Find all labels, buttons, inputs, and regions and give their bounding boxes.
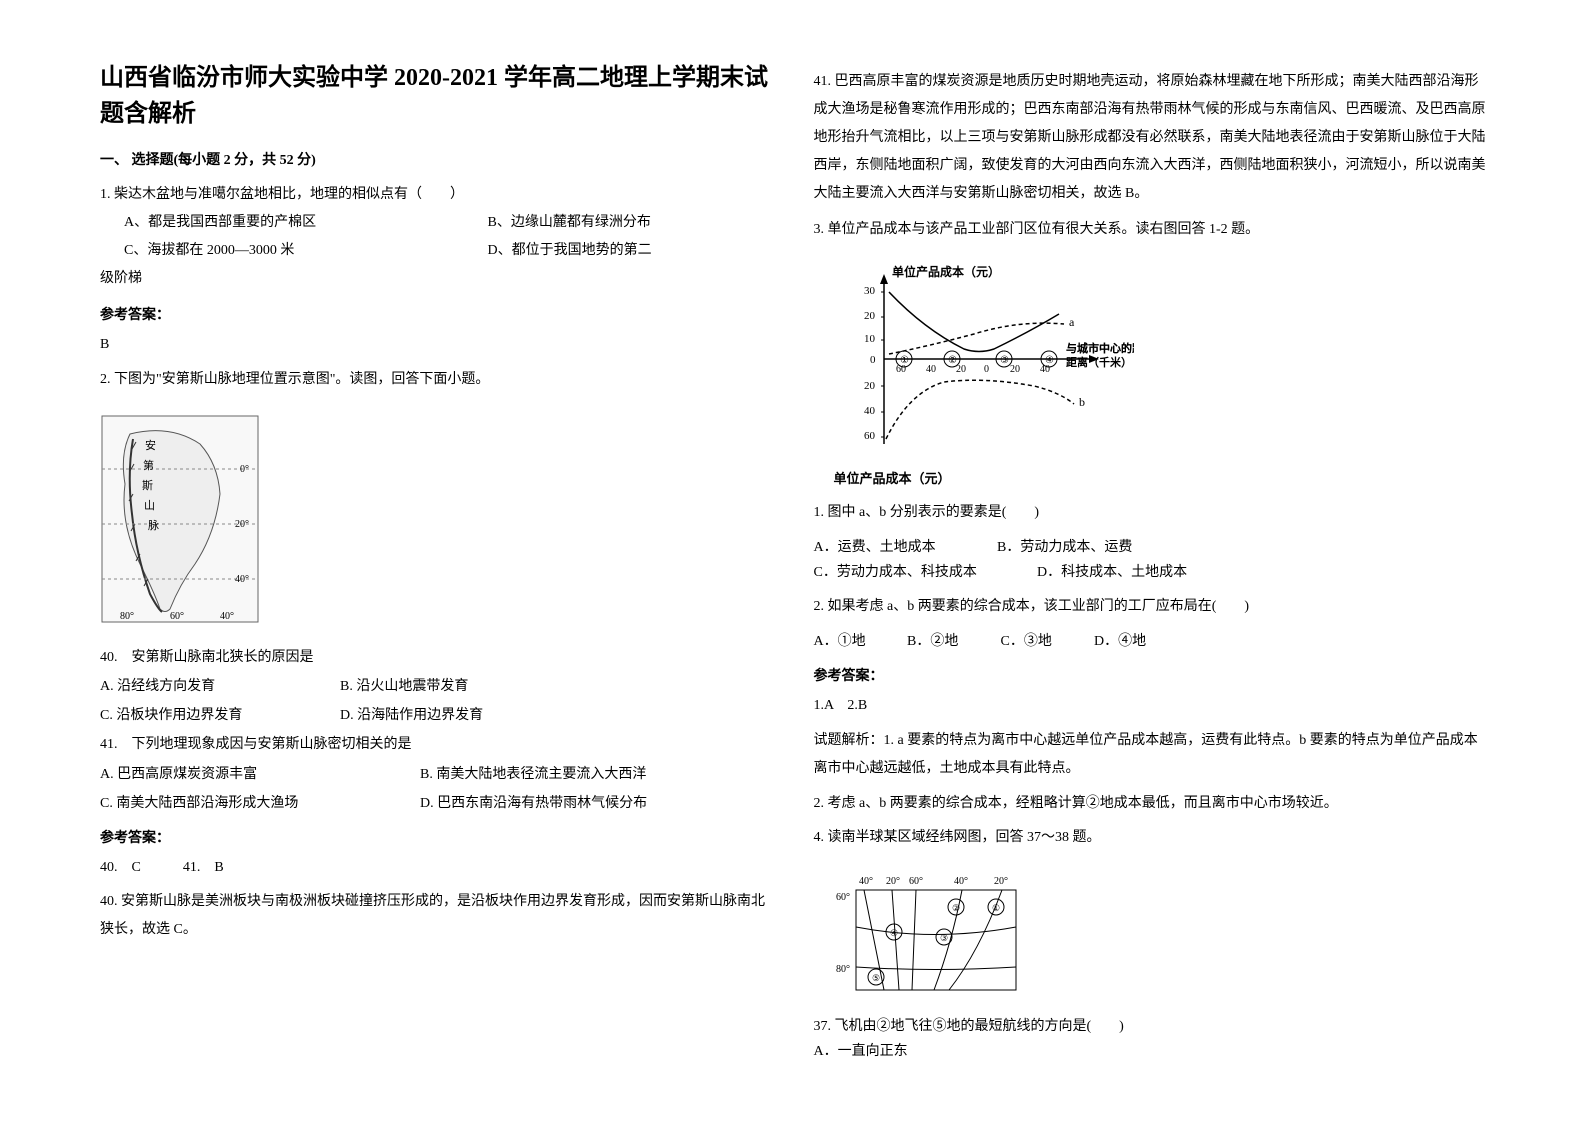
q3-sub1: 1. 图中 a、b 分别表示的要素是( ) (814, 499, 1488, 527)
svg-text:山: 山 (144, 499, 155, 512)
q1-stem: 1. 柴达木盆地与准噶尔盆地相比，地理的相似点有（ ） (100, 181, 774, 209)
svg-text:40: 40 (926, 364, 936, 375)
q2-40C: C. 沿板块作用边界发育 (100, 703, 300, 728)
q1-answer-label: 参考答案： (100, 303, 774, 328)
svg-text:20°: 20° (994, 876, 1008, 887)
svg-text:斯: 斯 (142, 479, 153, 492)
q2-exp40: 40. 安第斯山脉是美洲板块与南极洲板块碰撞挤压形成的，是沿板块作用边界发育形成… (100, 888, 774, 944)
svg-text:④: ④ (1045, 355, 1054, 366)
svg-text:40°: 40° (859, 876, 873, 887)
q3-answer: 1.A 2.B (814, 693, 1488, 718)
svg-text:④: ④ (890, 928, 898, 938)
cost-chart: 单位产品成本（元） 30 20 10 0 20 40 60 60 40 20 0 (834, 264, 1094, 434)
q3-answer-label: 参考答案： (814, 664, 1488, 689)
svg-text:40°: 40° (235, 574, 249, 585)
q1-optD: D、都位于我国地势的第二 (488, 243, 652, 258)
q3-sub2: 2. 如果考虑 a、b 两要素的综合成本，该工业部门的工厂应布局在( ) (814, 593, 1488, 621)
svg-text:60°: 60° (170, 611, 184, 622)
q3-1B: B．劳动力成本、运费 (997, 540, 1132, 555)
svg-text:距离（千米）: 距离（千米） (1066, 355, 1132, 369)
svg-text:10: 10 (864, 333, 876, 345)
svg-text:20: 20 (864, 310, 876, 322)
svg-text:40°: 40° (954, 876, 968, 887)
q4-sub37: 37. 飞机由②地飞往⑤地的最短航线的方向是( ) (814, 1014, 1488, 1039)
q3-1C: C．劳动力成本、科技成本 (814, 560, 1034, 585)
q2-stem: 2. 下图为"安第斯山脉地理位置示意图"。读图，回答下面小题。 (100, 366, 774, 394)
q1-optC: C、海拔都在 2000—3000 米 (124, 237, 484, 265)
q3-1D: D．科技成本、土地成本 (1037, 565, 1187, 580)
q2-41B: B. 南美大陆地表径流主要流入大西洋 (420, 762, 646, 787)
svg-text:40°: 40° (220, 611, 234, 622)
svg-text:第: 第 (143, 458, 154, 472)
q1-trail: 级阶梯 (100, 265, 774, 293)
q2-exp41: 41. 巴西高原丰富的煤炭资源是地质历史时期地壳运动，将原始森林埋藏在地下所形成… (814, 68, 1488, 208)
svg-text:脉: 脉 (148, 518, 159, 532)
q2-answer: 40. C 41. B (100, 855, 774, 880)
svg-text:20: 20 (864, 380, 876, 392)
q3-exp1: 试题解析：1. a 要素的特点为离市中心越远单位产品成本越高，运费有此特点。b … (814, 727, 1488, 783)
q2-sub41: 41. 下列地理现象成因与安第斯山脉密切相关的是 (100, 732, 774, 757)
svg-text:20°: 20° (235, 519, 249, 530)
q2-41C: C. 南美大陆西部沿海形成大渔场 (100, 791, 380, 816)
question-1: 1. 柴达木盆地与准噶尔盆地相比，地理的相似点有（ ） A、都是我国西部重要的产… (100, 181, 774, 293)
svg-text:a: a (1069, 315, 1075, 329)
svg-text:60°: 60° (909, 876, 923, 887)
q1-optA: A、都是我国西部重要的产棉区 (124, 209, 484, 237)
q2-40B: B. 沿火山地震带发育 (340, 674, 468, 699)
svg-text:安: 安 (145, 438, 156, 452)
andes-figure: 0° 20° 40° 80° 60° 40° 安 第 斯 山 脉 (100, 414, 260, 633)
q2-40D: D. 沿海陆作用边界发育 (340, 703, 483, 728)
q4-37A: A．一直向正东 (814, 1039, 1488, 1064)
svg-text:30: 30 (864, 285, 876, 297)
q2-41D: D. 巴西东南沿海有热带雨林气候分布 (420, 791, 647, 816)
latlon-map: 40° 20° 60° 40° 20° 60° 80° ① ② ③ ④ ⑤ (834, 872, 1014, 1002)
svg-text:②: ② (948, 355, 957, 366)
svg-text:0: 0 (870, 354, 876, 366)
q2-40A: A. 沿经线方向发育 (100, 674, 300, 699)
q2-41A: A. 巴西高原煤炭资源丰富 (100, 762, 380, 787)
q1-optB: B、边缘山麓都有绿洲分布 (488, 215, 651, 230)
svg-text:20: 20 (1010, 364, 1020, 375)
q3-2B: B．②地 (907, 629, 997, 654)
q3-stem: 3. 单位产品成本与该产品工业部门区位有很大关系。读右图回答 1-2 题。 (814, 216, 1488, 244)
svg-text:①: ① (992, 903, 1000, 913)
svg-text:b: b (1079, 395, 1085, 409)
q2-answer-label: 参考答案： (100, 826, 774, 851)
q3-exp2: 2. 考虑 a、b 两要素的综合成本，经粗略计算②地成本最低，而且离市中心市场较… (814, 791, 1488, 816)
svg-text:40: 40 (864, 405, 876, 417)
svg-text:20°: 20° (886, 876, 900, 887)
svg-text:③: ③ (1000, 355, 1009, 366)
exam-title: 山西省临汾市师大实验中学 2020-2021 学年高二地理上学期末试题含解析 (100, 60, 774, 132)
svg-text:60°: 60° (836, 892, 850, 903)
svg-text:80°: 80° (120, 611, 134, 622)
svg-text:0: 0 (984, 364, 989, 375)
q4-stem: 4. 读南半球某区域经纬网图，回答 37～38 题。 (814, 824, 1488, 852)
svg-text:②: ② (952, 903, 960, 913)
q3-2A: A．①地 (814, 629, 904, 654)
q1-answer: B (100, 332, 774, 357)
q3-2D: D．④地 (1094, 634, 1146, 649)
question-2: 2. 下图为"安第斯山脉地理位置示意图"。读图，回答下面小题。 (100, 366, 774, 394)
svg-text:①: ① (900, 355, 909, 366)
chart-caption: 单位产品成本（元） (834, 467, 1488, 490)
svg-text:0°: 0° (240, 464, 249, 475)
svg-text:③: ③ (940, 933, 948, 943)
q3-1A: A．运费、土地成本 (814, 535, 994, 560)
q2-sub40: 40. 安第斯山脉南北狭长的原因是 (100, 645, 774, 670)
svg-text:60: 60 (864, 430, 876, 442)
section-1-header: 一、 选择题(每小题 2 分，共 52 分) (100, 148, 774, 173)
svg-text:80°: 80° (836, 964, 850, 975)
svg-text:与城市中心的: 与城市中心的 (1066, 341, 1132, 355)
svg-text:20: 20 (956, 364, 966, 375)
q3-2C: C．③地 (1001, 629, 1091, 654)
svg-text:⑤: ⑤ (872, 973, 880, 983)
svg-text:单位产品成本（元）: 单位产品成本（元） (892, 264, 1000, 279)
